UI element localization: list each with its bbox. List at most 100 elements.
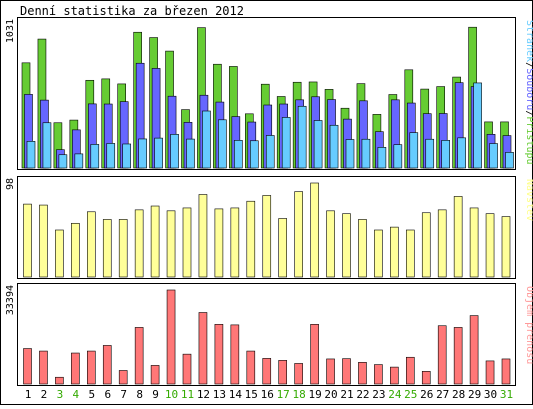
x-tick-label-18: 18 xyxy=(293,388,306,401)
bar-panel-3-day-19 xyxy=(310,324,319,385)
x-tick-label-24: 24 xyxy=(388,388,402,401)
bar-panel-2-day-31 xyxy=(501,216,511,278)
bar-panel-3-day-28 xyxy=(453,327,463,385)
legend-entry: Objem přenosů xyxy=(524,286,533,364)
bar-panel-2-day-5 xyxy=(87,211,96,278)
panel-2-ymax-label: 98 xyxy=(5,178,16,190)
panel-1-legend: Stránek/Souborů/Přístupů xyxy=(524,20,533,165)
x-tick-label-2: 2 xyxy=(41,388,48,401)
bar-panel-3-day-2 xyxy=(39,350,48,385)
x-tick-label-7: 7 xyxy=(120,388,127,401)
bar-stranek-day-13 xyxy=(218,119,227,169)
bar-panel-2-day-29 xyxy=(469,207,479,278)
bar-stranek-day-5 xyxy=(90,144,100,169)
bar-panel-3-day-9 xyxy=(150,365,160,385)
bar-panel-3-day-21 xyxy=(342,358,351,385)
x-tick-label-17: 17 xyxy=(277,388,290,401)
panel-1-ymax-label: 1031 xyxy=(5,19,16,43)
bar-stranek-day-14 xyxy=(234,140,243,169)
bar-panel-2-day-2 xyxy=(39,204,48,278)
legend-entry: Stránek xyxy=(524,20,533,62)
bar-panel-3-day-30 xyxy=(485,360,495,385)
bar-stranek-day-6 xyxy=(106,143,116,169)
bar-stranek-day-7 xyxy=(122,143,131,169)
bar-panel-2-day-23 xyxy=(374,229,383,278)
bar-panel-2-day-1 xyxy=(23,203,32,278)
bar-stranek-day-17 xyxy=(281,117,291,169)
bar-panel-2-day-11 xyxy=(182,207,192,278)
bar-panel-3-day-24 xyxy=(390,366,399,385)
x-tick-label-11: 11 xyxy=(181,388,194,401)
x-tick-label-13: 13 xyxy=(213,388,226,401)
bar-panel-2-day-18 xyxy=(294,191,303,278)
bar-panel-2-day-10 xyxy=(166,210,176,278)
x-tick-label-20: 20 xyxy=(324,388,337,401)
bar-panel-3-day-17 xyxy=(278,360,288,385)
bar-stranek-day-22 xyxy=(361,138,371,169)
bar-stranek-day-30 xyxy=(489,143,498,169)
bar-panel-3-day-8 xyxy=(134,327,144,385)
x-tick-label-8: 8 xyxy=(136,388,143,401)
x-tick-label-4: 4 xyxy=(73,388,80,401)
bar-stranek-day-3 xyxy=(58,154,68,169)
x-tick-label-28: 28 xyxy=(452,388,465,401)
x-tick-label-22: 22 xyxy=(356,388,369,401)
x-tick-label-3: 3 xyxy=(57,388,64,401)
bar-stranek-day-27 xyxy=(441,140,451,169)
x-tick-label-9: 9 xyxy=(152,388,159,401)
panel-2-legend: Návštěv xyxy=(524,179,533,221)
x-tick-label-12: 12 xyxy=(197,388,210,401)
bar-panel-2-day-12 xyxy=(198,194,208,278)
bar-stranek-day-19 xyxy=(313,120,323,169)
bar-stranek-day-26 xyxy=(425,138,435,169)
legend-entry: / xyxy=(524,62,533,68)
x-tick-label-27: 27 xyxy=(436,388,449,401)
bar-panel-3-day-12 xyxy=(198,312,208,385)
bar-panel-3-day-5 xyxy=(87,350,96,385)
bar-panel-2-day-20 xyxy=(326,210,335,278)
bar-panel-3-day-15 xyxy=(246,350,256,385)
bar-panel-2-day-7 xyxy=(118,219,128,278)
bar-panel-3-day-11 xyxy=(182,353,192,385)
legend-entry: / xyxy=(524,110,533,116)
bar-stranek-day-11 xyxy=(186,138,195,169)
bar-stranek-day-8 xyxy=(138,138,147,169)
bar-panel-3-day-1 xyxy=(23,348,32,385)
bar-panel-3-day-10 xyxy=(166,289,176,385)
x-tick-label-21: 21 xyxy=(340,388,353,401)
bar-panel-2-day-21 xyxy=(342,213,351,278)
bar-stranek-day-10 xyxy=(170,134,179,169)
bar-panel-2-day-15 xyxy=(246,200,256,278)
bar-panel-2-day-30 xyxy=(485,213,495,278)
bar-stranek-day-23 xyxy=(377,147,387,169)
bar-panel-2-day-14 xyxy=(230,207,240,278)
bar-panel-2-day-17 xyxy=(278,218,288,278)
bar-stranek-day-31 xyxy=(505,152,514,169)
x-tick-label-19: 19 xyxy=(308,388,321,401)
panel-3-ymax-label: 33394 xyxy=(5,285,16,315)
x-tick-label-5: 5 xyxy=(88,388,95,401)
bar-panel-2-day-13 xyxy=(214,208,224,278)
x-tick-label-26: 26 xyxy=(420,388,433,401)
bar-panel-3-day-4 xyxy=(71,352,80,385)
bar-panel-3-day-25 xyxy=(405,356,415,385)
legend-entry: Souborů xyxy=(524,68,533,110)
x-tick-label-25: 25 xyxy=(404,388,417,401)
x-tick-label-14: 14 xyxy=(229,388,243,401)
x-tick-label-31: 31 xyxy=(500,388,513,401)
x-tick-label-6: 6 xyxy=(104,388,111,401)
x-tick-label-15: 15 xyxy=(245,388,258,401)
x-tick-label-16: 16 xyxy=(261,388,274,401)
bar-panel-3-day-22 xyxy=(358,362,367,385)
bar-stranek-day-24 xyxy=(393,144,403,169)
bar-panel-3-day-3 xyxy=(55,376,64,385)
bar-panel-3-day-18 xyxy=(294,363,303,385)
bar-stranek-day-12 xyxy=(202,110,211,169)
bar-panel-3-day-27 xyxy=(437,325,447,385)
bar-panel-2-day-19 xyxy=(310,182,319,278)
bar-panel-3-day-23 xyxy=(374,364,383,385)
bar-panel-2-day-9 xyxy=(150,205,160,278)
bar-panel-2-day-16 xyxy=(262,195,272,278)
x-tick-label-30: 30 xyxy=(484,388,497,401)
